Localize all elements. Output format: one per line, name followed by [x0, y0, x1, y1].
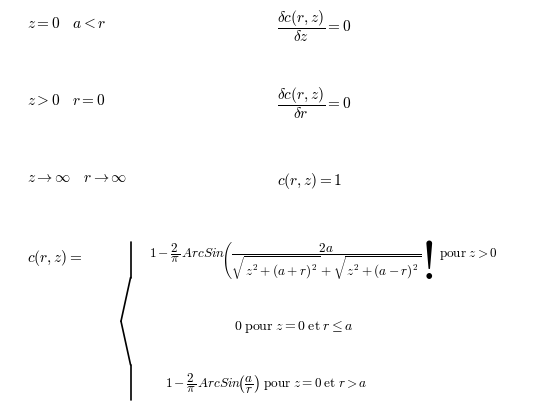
Text: $0\;\mathrm{pour}\; z = 0\;\mathrm{et}\; r \leq a$: $0\;\mathrm{pour}\; z = 0\;\mathrm{et}\;…	[234, 319, 354, 335]
Text: $c(r,z) = 1$: $c(r,z) = 1$	[277, 171, 342, 191]
Text: $\dfrac{\delta c(r,z)}{\delta z} = 0$: $\dfrac{\delta c(r,z)}{\delta z} = 0$	[277, 8, 351, 44]
Text: $z \rightarrow \infty \quad r \rightarrow \infty$: $z \rightarrow \infty \quad r \rightarro…	[27, 171, 127, 185]
Text: $z = 0 \quad a < r$: $z = 0 \quad a < r$	[27, 16, 106, 31]
Text: $1 - \dfrac{2}{\pi}\,ArcSin\!\left(\dfrac{a}{r}\right)\;\mathrm{pour}\; z = 0\;\: $1 - \dfrac{2}{\pi}\,ArcSin\!\left(\dfra…	[165, 372, 368, 396]
Text: $\dfrac{\delta c(r,z)}{\delta r} = 0$: $\dfrac{\delta c(r,z)}{\delta r} = 0$	[277, 85, 351, 121]
Text: $1 - \dfrac{2}{\pi}\,ArcSin\!\left(\dfrac{2a}{\sqrt{z^2+(a+r)^2}+\sqrt{z^2+(a-r): $1 - \dfrac{2}{\pi}\,ArcSin\!\left(\dfra…	[149, 238, 498, 281]
Text: $z > 0 \quad r = 0$: $z > 0 \quad r = 0$	[27, 93, 106, 108]
Text: $c(r,z) =$: $c(r,z) =$	[27, 248, 82, 268]
